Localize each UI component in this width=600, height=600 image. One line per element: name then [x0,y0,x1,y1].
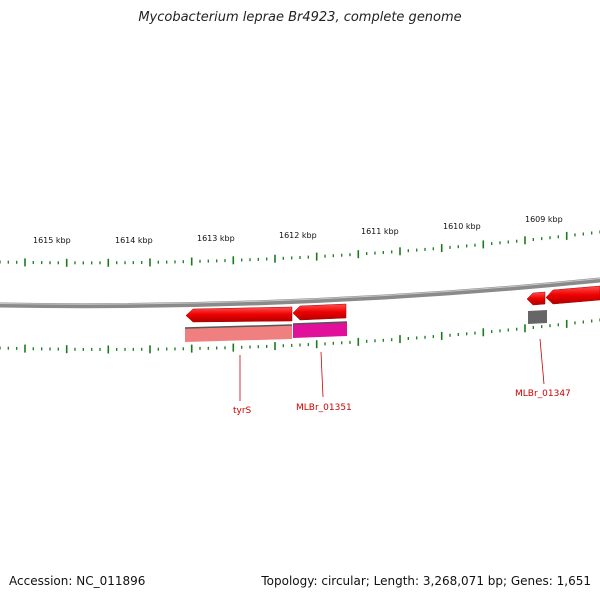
map-title: Mycobacterium leprae Br4923, complete ge… [138,10,462,25]
leader-line-MLBr_01347 [539,338,545,385]
ruler-label-1614: 1614 kbp [115,236,153,245]
gene-arrow-MLBr_01347-b[interactable] [545,285,600,305]
feature-bar-tyrS-edge [184,324,293,329]
genome-backbone-highlight [0,278,600,305]
leader-line-MLBr_01351 [320,351,324,398]
gene-label-tyrS[interactable]: tyrS [233,406,252,416]
gene-label-MLBr_01351[interactable]: MLBr_01351 [296,403,352,413]
ruler-label-1612: 1612 kbp [279,231,317,240]
ruler-label-1610: 1610 kbp [443,222,481,231]
gene-label-MLBr_01347[interactable]: MLBr_01347 [515,389,571,399]
ruler-label-1615: 1615 kbp [33,236,71,245]
ruler-ticks-inner [0,318,600,354]
feature-bar-MLBr_01351-edge [292,321,348,325]
ruler-label-1613: 1613 kbp [197,234,235,243]
genome-summary-text: Topology: circular; Length: 3,268,071 bp… [261,574,591,588]
ruler-ticks-outer [0,230,600,267]
gene-arrow-MLBr_01347-a[interactable] [526,291,546,306]
feature-bar-tyrS [185,325,292,342]
gene-arrow-tyrS[interactable] [185,306,293,323]
ruler-label-1609: 1609 kbp [525,215,563,224]
ruler-label-1611: 1611 kbp [361,227,399,236]
accession-text: Accession: NC_011896 [9,574,146,588]
genome-backbone [0,277,600,309]
gene-arrow-MLBr_01351[interactable] [292,303,347,321]
feature-bar-MLBr_01347 [528,310,547,324]
feature-bar-MLBr_01351 [293,322,347,338]
